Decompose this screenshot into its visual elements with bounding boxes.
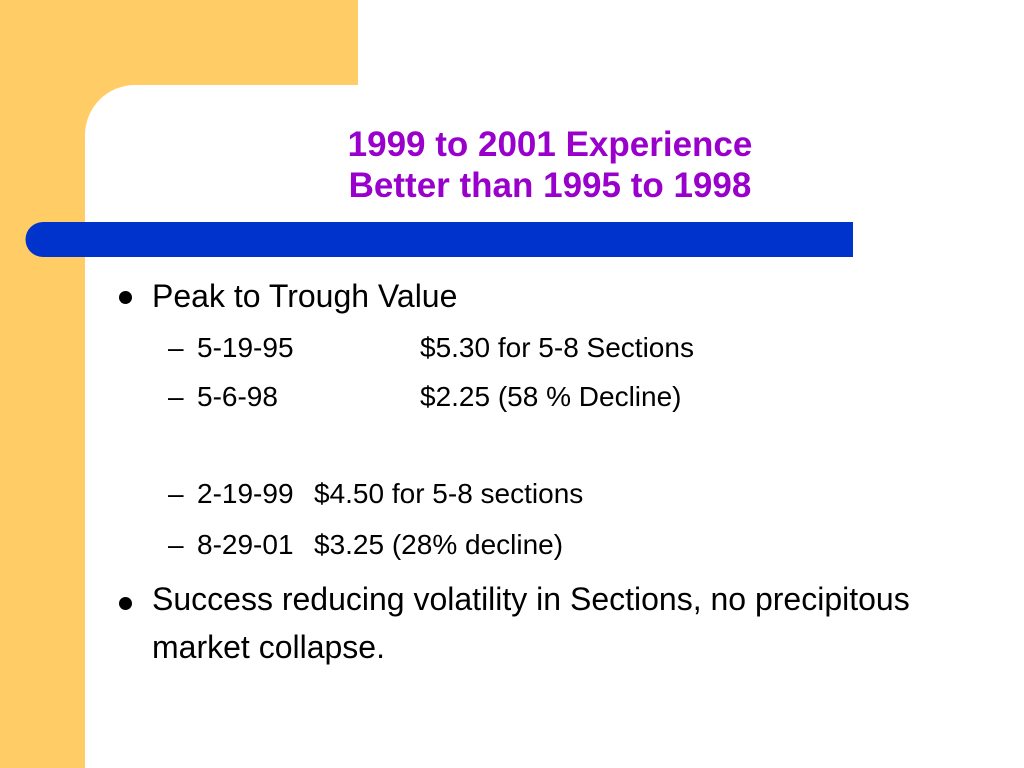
yellow-strip — [0, 0, 85, 768]
item-value: $2.25 (58 % Decline) — [420, 381, 682, 412]
item-date: 8-29-01 — [197, 529, 294, 560]
dash: – — [168, 478, 184, 509]
item-date: 2-19-99 — [197, 478, 294, 509]
item-date: 5-19-95 — [197, 332, 294, 363]
bullet-dot — [119, 291, 132, 304]
title-line: 1999 to 2001 Experience — [347, 125, 753, 164]
bullet-text: Success reducing volatility in Sections,… — [152, 581, 910, 665]
dash: – — [168, 381, 184, 412]
dash: – — [168, 529, 184, 560]
blue-bar — [25, 222, 853, 257]
item-value: $5.30 for 5-8 Sections — [420, 332, 694, 363]
bullet-dot — [119, 597, 132, 610]
item-value: $4.50 for 5-8 sections — [314, 478, 584, 509]
bullet-text: Peak to Trough Value — [152, 278, 458, 314]
item-value: $3.25 (28% decline) — [314, 529, 564, 560]
title-line: Better than 1995 to 1998 — [348, 166, 752, 205]
dash: – — [168, 332, 184, 363]
item-date: 5-6-98 — [197, 381, 278, 412]
